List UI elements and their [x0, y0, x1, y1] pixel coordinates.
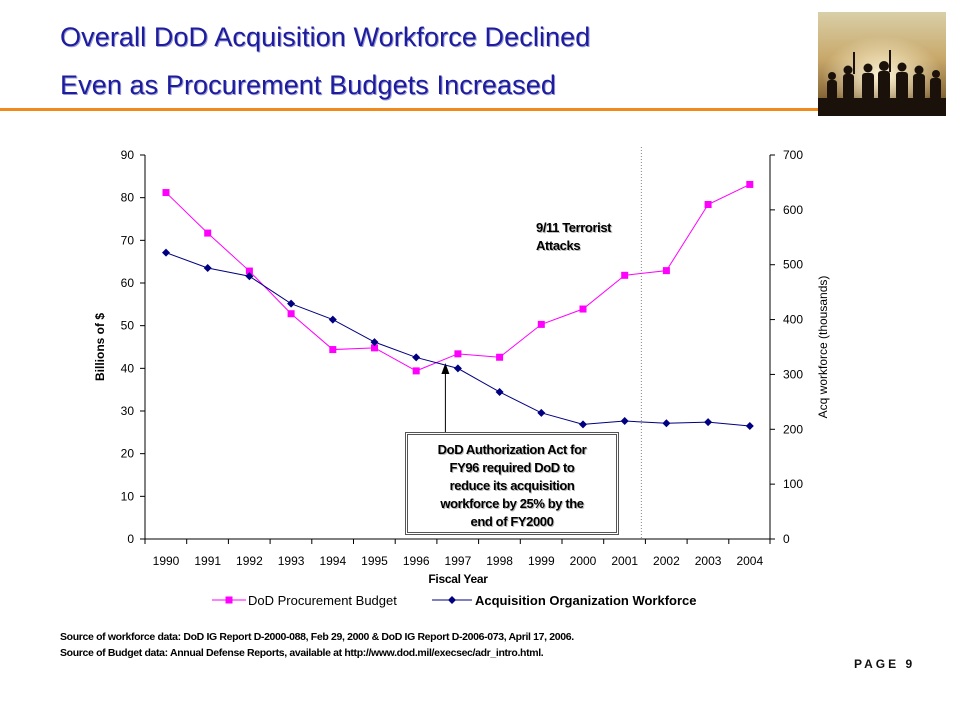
annotation-act-line1: DoD Authorization Act for [437, 442, 587, 457]
x-tick-label: 2001 [611, 554, 638, 568]
x-tick-label: 2002 [653, 554, 680, 568]
budget-point [454, 350, 462, 358]
right-tick-label: 200 [783, 422, 803, 436]
left-tick-label: 10 [121, 489, 135, 503]
annotation-act-line3: reduce its acquisition [449, 478, 575, 493]
slide-title-line2: Even as Procurement Budgets Increased [60, 70, 556, 100]
title-rule [0, 108, 818, 111]
workforce-point [245, 272, 254, 281]
budget-point [371, 344, 378, 352]
budget-series-line [165, 183, 751, 372]
budget-point [162, 189, 170, 197]
right-tick-label: 500 [783, 258, 803, 272]
annotation-act-line4: workforce by 25% by the [440, 496, 584, 511]
workforce-series-line [165, 252, 750, 427]
left-tick-label: 70 [121, 233, 135, 247]
annotation-911: 9/11 Terrorist Attacks [536, 219, 646, 255]
annotation-arrowhead [441, 363, 450, 374]
legend-label-workforce: Acquisition Organization Workforce [475, 593, 697, 608]
left-tick-label: 0 [127, 532, 134, 546]
annotation-911-line1: 9/11 Terrorist [536, 220, 612, 235]
page-number: PAGE 9 [854, 657, 916, 671]
x-tick-label: 2003 [695, 554, 722, 568]
budget-point [537, 320, 545, 328]
source-workforce-note: Source of workforce data: DoD IG Report … [60, 631, 574, 643]
left-tick-label: 20 [121, 447, 135, 461]
workforce-point [579, 420, 587, 429]
right-tick-label: 300 [783, 367, 803, 381]
budget-point [746, 180, 754, 188]
x-tick-label: 1996 [403, 554, 430, 568]
workforce-point [620, 417, 629, 426]
right-tick-label: 400 [783, 313, 803, 327]
workforce-point [495, 387, 504, 396]
workforce-point [662, 419, 671, 428]
budget-point [496, 353, 504, 361]
soldiers-photo [818, 12, 946, 116]
x-tick-label: 1990 [153, 554, 180, 568]
x-tick-label: 1993 [278, 554, 305, 568]
left-axis-title: Billions of $ [93, 313, 107, 381]
source-budget-note: Source of Budget data: Annual Defense Re… [60, 647, 544, 659]
x-tick-label: 1998 [486, 554, 513, 568]
legend-budget-marker [225, 596, 233, 604]
x-tick-label: 2000 [570, 554, 597, 568]
workforce-point [287, 299, 296, 308]
budget-point [412, 367, 420, 375]
soldiers-silhouette-icon [818, 12, 946, 116]
workforce-point [412, 353, 421, 362]
right-tick-label: 0 [783, 532, 790, 546]
budget-point [579, 305, 587, 313]
workforce-point [203, 264, 212, 273]
workforce-point [328, 315, 337, 324]
left-tick-label: 30 [121, 404, 135, 418]
annotation-act-line5: end of FY2000 [470, 514, 554, 529]
x-tick-label: 1992 [236, 554, 263, 568]
right-axis-title: Acq workforce (thousands) [816, 276, 830, 419]
x-tick-label: 1995 [361, 554, 388, 568]
workforce-point [162, 248, 170, 257]
workforce-point [537, 408, 546, 417]
workforce-point [745, 421, 754, 430]
budget-point [204, 229, 212, 237]
left-tick-label: 50 [121, 319, 135, 333]
annotation-act-line2: FY96 required DoD to [449, 460, 575, 475]
budget-point [662, 267, 670, 275]
legend-workforce-marker [448, 596, 456, 604]
x-axis-title: Fiscal Year [428, 572, 488, 586]
legend-layer [212, 596, 472, 604]
annotation-911-line2: Attacks [536, 238, 581, 253]
workforce-point [704, 418, 713, 427]
workforce-point [453, 364, 462, 373]
right-tick-label: 100 [783, 477, 803, 491]
x-tick-label: 2004 [736, 554, 763, 568]
right-tick-label: 700 [783, 148, 803, 162]
right-tick-label: 600 [783, 203, 803, 217]
workforce-point [370, 338, 379, 347]
budget-point [245, 267, 253, 275]
budget-point [621, 271, 629, 279]
x-tick-label: 1997 [445, 554, 472, 568]
slide-title-line1: Overall DoD Acquisition Workforce Declin… [60, 22, 591, 52]
budget-point [704, 200, 712, 208]
budget-point [329, 346, 337, 354]
budget-point [287, 310, 295, 318]
x-tick-label: 1991 [194, 554, 221, 568]
left-tick-label: 40 [121, 361, 135, 375]
left-tick-label: 60 [121, 276, 135, 290]
annotation-authorization-act: DoD Authorization Act for FY96 required … [405, 432, 619, 535]
series-layer [162, 180, 754, 430]
axes-layer: 0 10 20 30 40 50 60 70 80 90 0 100 200 300 400 500 600 70… [93, 147, 830, 568]
legend-label-budget: DoD Procurement Budget [248, 593, 397, 608]
left-tick-label: 80 [121, 191, 135, 205]
x-tick-label: 1994 [319, 554, 346, 568]
x-tick-label: 1999 [528, 554, 555, 568]
left-tick-label: 90 [121, 148, 135, 162]
